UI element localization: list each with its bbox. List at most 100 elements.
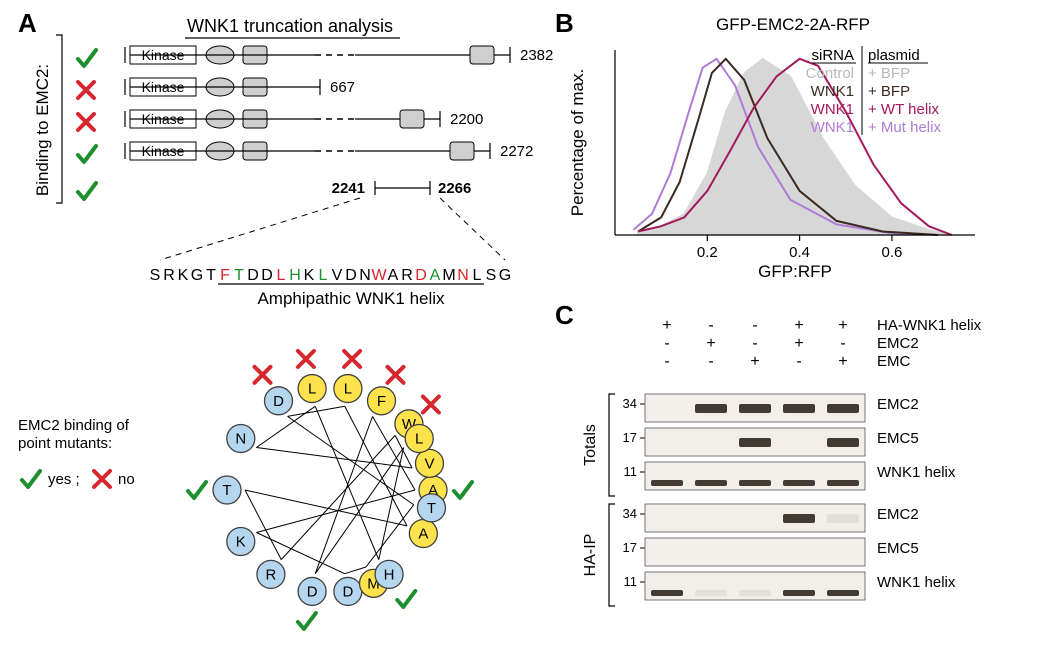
svg-text:WNK1: WNK1 (811, 83, 854, 100)
svg-text:S: S (150, 267, 161, 284)
panel-a: A Binding to EMC2: WNK1 truncation analysi… (18, 8, 553, 629)
svg-text:Percentage of max.: Percentage of max. (568, 69, 587, 216)
svg-text:G: G (191, 267, 203, 284)
svg-text:F: F (377, 393, 386, 410)
svg-text:+ BFP: + BFP (868, 83, 910, 100)
svg-text:Control: Control (806, 65, 854, 82)
svg-text:17: 17 (623, 430, 637, 445)
svg-text:yes ;: yes ; (48, 471, 80, 488)
svg-text:K: K (236, 534, 246, 551)
svg-text:D: D (415, 267, 427, 284)
svg-text:-: - (752, 317, 757, 334)
svg-text:plasmid: plasmid (868, 47, 920, 64)
svg-text:EMC5: EMC5 (877, 430, 919, 447)
svg-text:C: C (555, 300, 574, 330)
svg-text:WNK1 truncation analysis: WNK1 truncation analysis (187, 16, 393, 36)
svg-text:D: D (261, 267, 273, 284)
svg-text:+: + (794, 335, 803, 352)
svg-text:2382: 2382 (520, 47, 553, 64)
svg-text:M: M (442, 267, 455, 284)
svg-text:0.6: 0.6 (881, 244, 902, 261)
svg-text:N: N (235, 431, 246, 448)
svg-text:WNK1 helix: WNK1 helix (877, 464, 956, 481)
svg-text:+ Mut helix: + Mut helix (868, 119, 941, 136)
svg-text:HA-WNK1 helix: HA-WNK1 helix (877, 317, 982, 334)
svg-text:V: V (332, 267, 343, 284)
svg-text:D: D (342, 583, 353, 600)
svg-text:L: L (415, 431, 423, 448)
svg-text:2200: 2200 (450, 111, 483, 128)
svg-text:-: - (664, 353, 669, 370)
svg-text:Totals: Totals (582, 424, 599, 466)
svg-text:-: - (752, 335, 757, 352)
svg-text:N: N (359, 267, 371, 284)
svg-text:-: - (664, 335, 669, 352)
svg-text:point mutants:: point mutants: (18, 435, 112, 452)
svg-text:+ WT helix: + WT helix (868, 101, 939, 118)
svg-text:HA-IP: HA-IP (582, 534, 599, 577)
svg-text:-: - (708, 353, 713, 370)
svg-text:A: A (430, 267, 441, 284)
svg-text:R: R (265, 566, 276, 583)
svg-text:L: L (319, 267, 328, 284)
svg-text:EMC2: EMC2 (877, 335, 919, 352)
svg-text:+: + (794, 317, 803, 334)
svg-text:D: D (273, 393, 284, 410)
svg-text:D: D (307, 583, 318, 600)
svg-text:A: A (388, 267, 399, 284)
svg-text:K: K (304, 267, 315, 284)
svg-text:34: 34 (623, 506, 637, 521)
svg-text:GFP:RFP: GFP:RFP (758, 262, 832, 281)
svg-text:-: - (840, 335, 845, 352)
svg-text:L: L (308, 381, 316, 398)
svg-text:G: G (499, 267, 511, 284)
svg-text:+: + (838, 317, 847, 334)
svg-text:B: B (555, 8, 574, 38)
svg-text:siRNA: siRNA (811, 47, 854, 64)
svg-text:V: V (424, 455, 434, 472)
svg-text:L: L (344, 381, 352, 398)
svg-text:H: H (289, 267, 301, 284)
svg-text:Amphipathic WNK1 helix: Amphipathic WNK1 helix (257, 289, 445, 308)
svg-text:EMC2: EMC2 (877, 396, 919, 413)
svg-text:EMC2 binding of: EMC2 binding of (18, 417, 130, 434)
svg-text:F: F (220, 267, 230, 284)
svg-text:T: T (222, 482, 231, 499)
svg-text:11: 11 (624, 574, 638, 589)
svg-text:0.4: 0.4 (789, 244, 810, 261)
svg-text:+: + (838, 353, 847, 370)
svg-text:-: - (796, 353, 801, 370)
svg-text:34: 34 (623, 396, 637, 411)
svg-text:S: S (486, 267, 497, 284)
svg-text:2241: 2241 (332, 180, 365, 197)
panel-c: C+--++HA-WNK1 helix-+-+-EMC2--+-+EMCTota… (555, 300, 982, 606)
svg-text:2272: 2272 (500, 143, 533, 160)
svg-text:EMC5: EMC5 (877, 540, 919, 557)
svg-text:EMC2: EMC2 (877, 506, 919, 523)
svg-text:11: 11 (624, 464, 638, 479)
svg-text:A: A (418, 526, 428, 543)
svg-text:WNK1: WNK1 (811, 119, 854, 136)
svg-text:+: + (706, 335, 715, 352)
svg-text:+ BFP: + BFP (868, 65, 910, 82)
svg-text:17: 17 (623, 540, 637, 555)
svg-text:+: + (662, 317, 671, 334)
svg-text:WNK1 helix: WNK1 helix (877, 574, 956, 591)
svg-text:R: R (401, 267, 413, 284)
panel-b: B GFP-EMC2-2A-RFP 0.2 0.4 0.6 GFP:RFP Percenta… (555, 8, 975, 281)
svg-text:D: D (247, 267, 259, 284)
svg-text:K: K (178, 267, 189, 284)
svg-text:0.2: 0.2 (697, 244, 718, 261)
svg-text:-: - (708, 317, 713, 334)
svg-text:no: no (118, 471, 135, 488)
svg-text:T: T (234, 267, 244, 284)
svg-text:Binding to EMC2:: Binding to EMC2: (33, 64, 52, 196)
svg-text:L: L (473, 267, 482, 284)
svg-text:D: D (345, 267, 357, 284)
svg-text:T: T (206, 267, 216, 284)
svg-text:W: W (371, 267, 387, 284)
svg-text:GFP-EMC2-2A-RFP: GFP-EMC2-2A-RFP (716, 15, 870, 34)
svg-text:WNK1: WNK1 (811, 101, 854, 118)
svg-text:L: L (277, 267, 286, 284)
svg-text:667: 667 (330, 79, 355, 96)
